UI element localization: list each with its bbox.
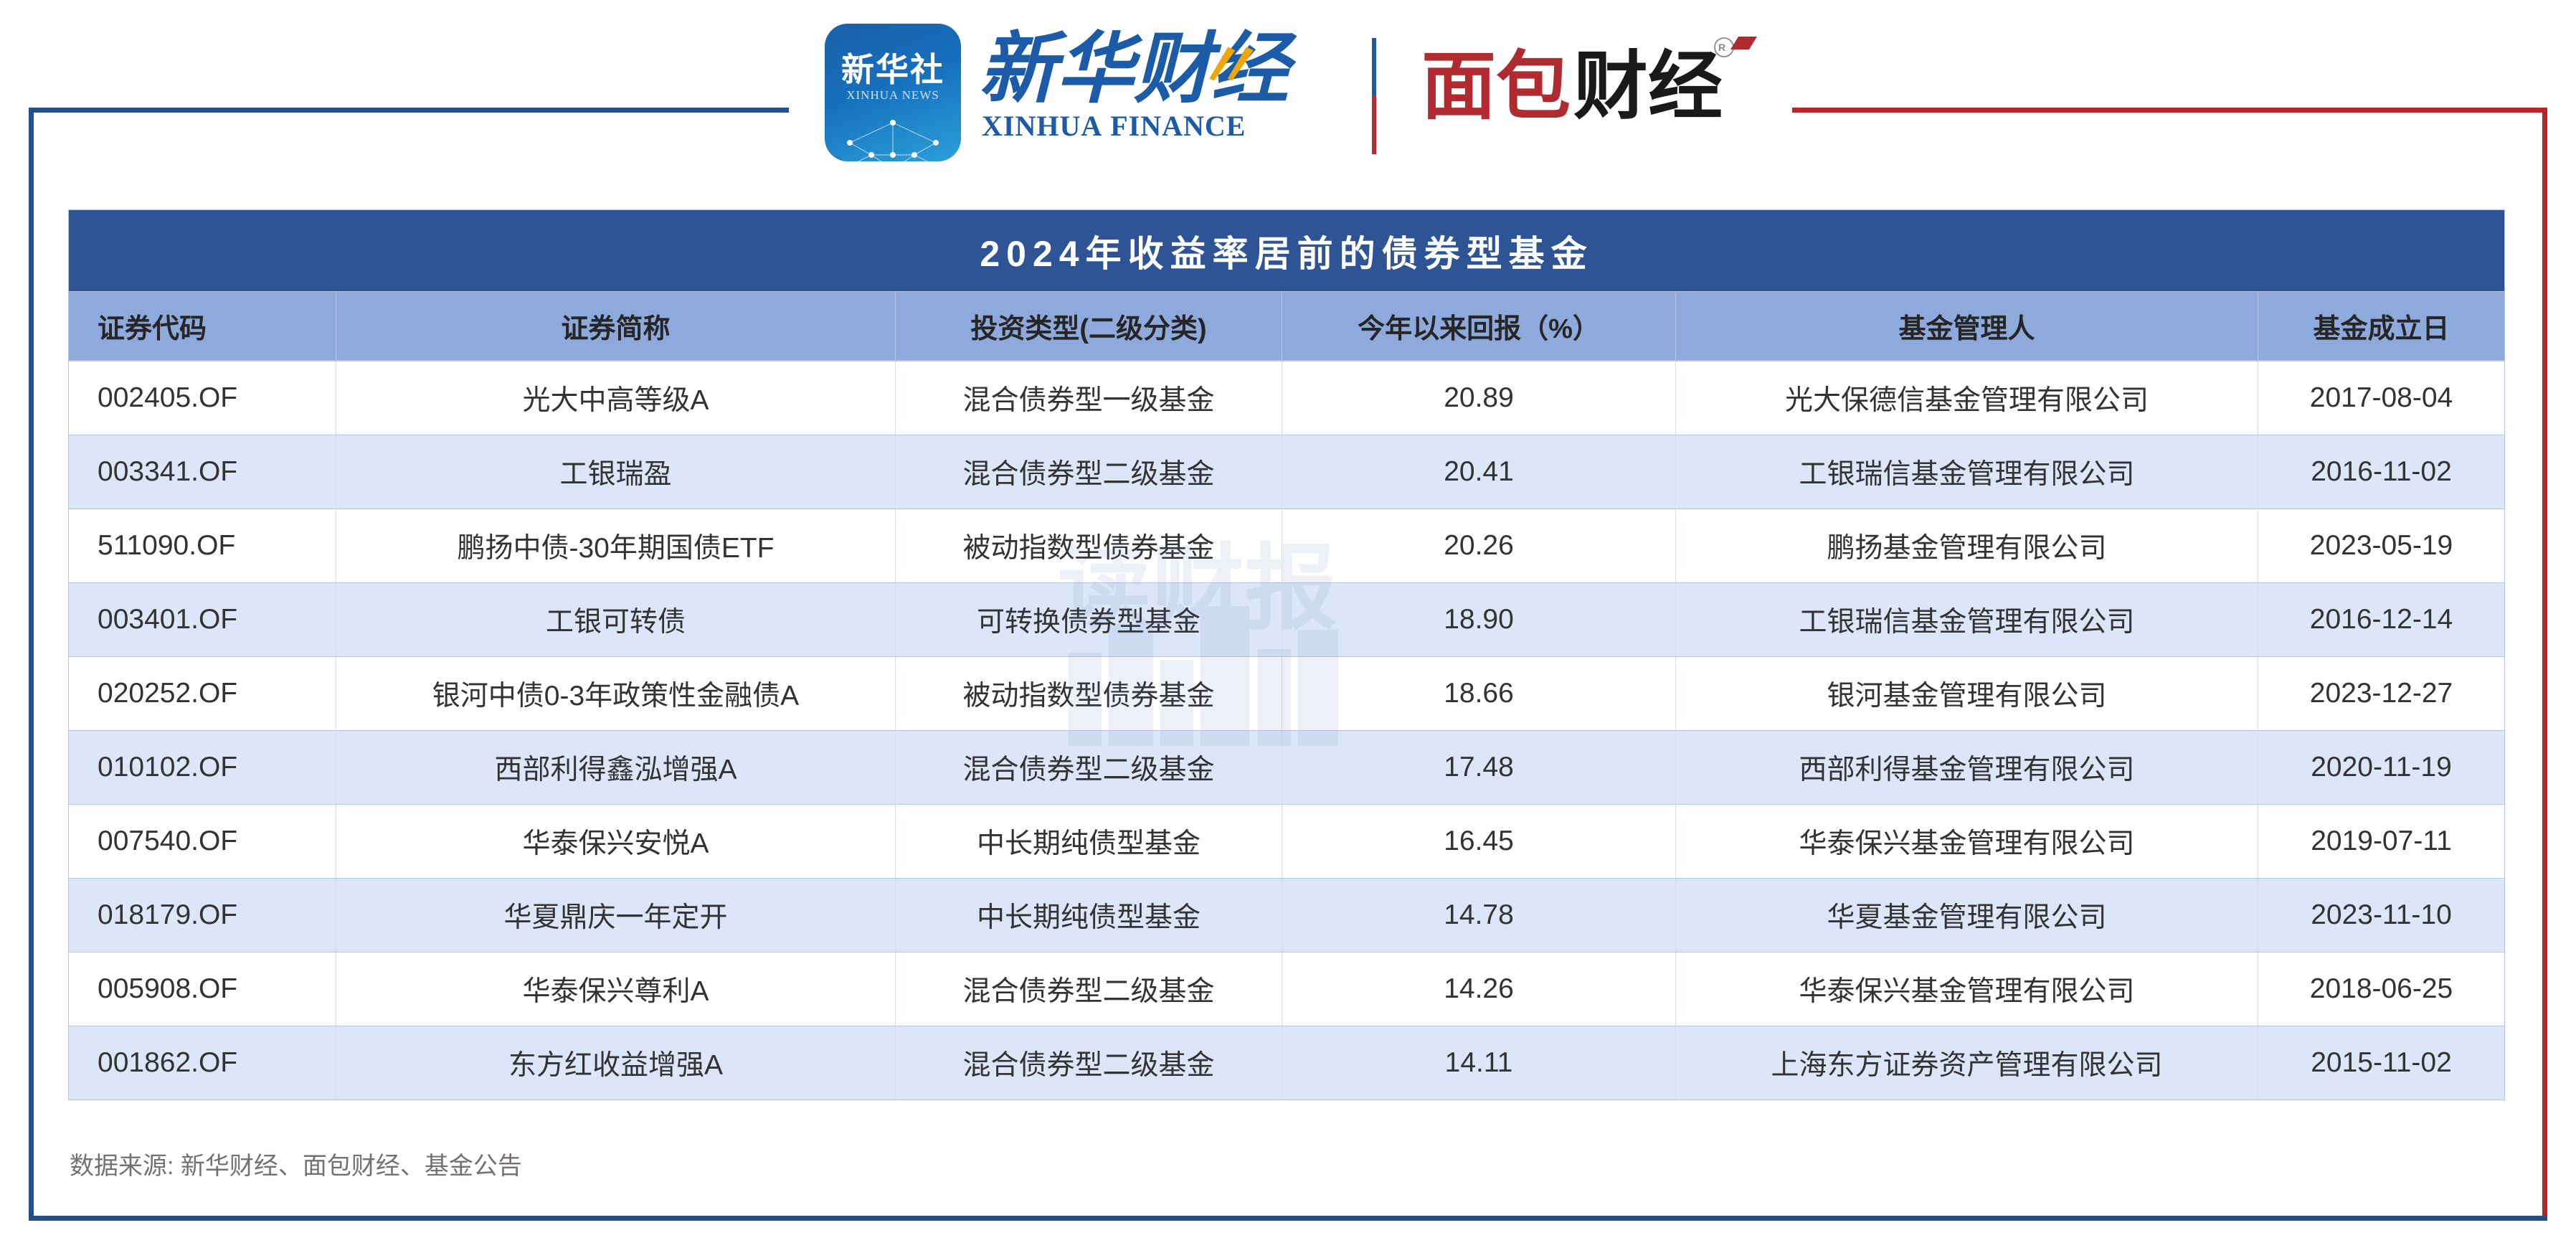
svg-text:〃: 〃 (1194, 30, 1257, 101)
svg-text:面包: 面包 (1421, 45, 1571, 128)
svg-text:R: R (1718, 42, 1725, 53)
svg-text:财经: 财经 (1573, 45, 1723, 128)
